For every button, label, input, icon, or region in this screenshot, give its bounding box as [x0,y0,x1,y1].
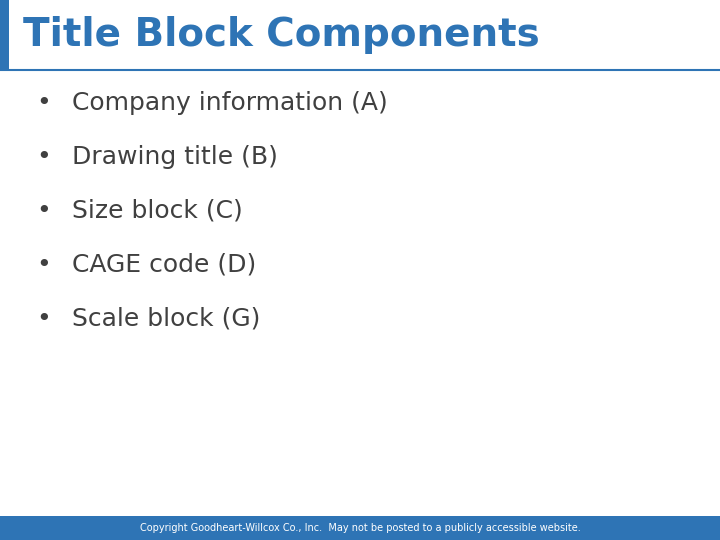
Text: Company information (A): Company information (A) [72,91,388,114]
Text: Drawing title (B): Drawing title (B) [72,145,278,168]
Text: Title Block Components: Title Block Components [23,16,540,54]
Text: •: • [36,145,50,168]
Text: •: • [36,307,50,330]
Text: •: • [36,91,50,114]
Text: Copyright Goodheart-Willcox Co., Inc.  May not be posted to a publicly accessibl: Copyright Goodheart-Willcox Co., Inc. Ma… [140,523,580,533]
Text: •: • [36,253,50,276]
Text: Scale block (G): Scale block (G) [72,307,261,330]
Text: •: • [36,199,50,222]
FancyBboxPatch shape [0,516,720,540]
Text: Size block (C): Size block (C) [72,199,243,222]
Text: CAGE code (D): CAGE code (D) [72,253,256,276]
FancyBboxPatch shape [0,0,9,70]
